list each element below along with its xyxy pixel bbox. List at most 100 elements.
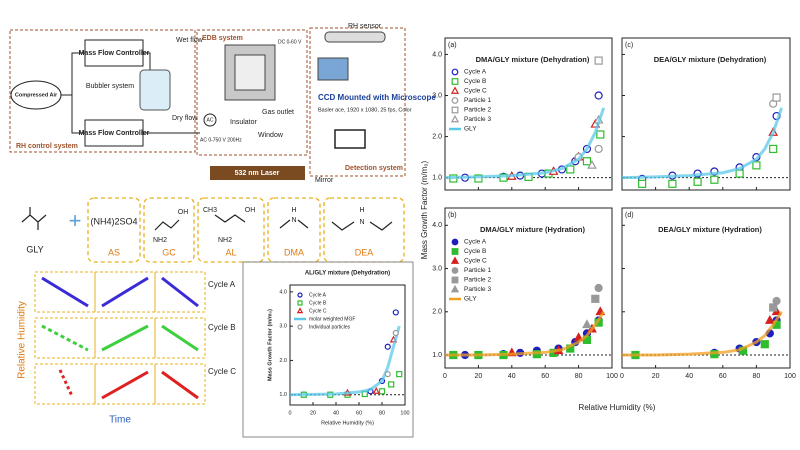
compound-box — [87, 197, 141, 263]
square-marker — [752, 161, 761, 170]
y-tick-label: 2.0 — [432, 133, 442, 140]
rh-control-box — [9, 29, 196, 153]
y-tick-label: 1.0 — [279, 392, 287, 398]
square-marker — [591, 294, 600, 303]
circle-marker — [594, 144, 603, 154]
band-line — [445, 310, 605, 357]
cycle-b-arrows — [101, 324, 199, 352]
label: GC — [162, 247, 176, 257]
rh-sensor — [324, 31, 386, 43]
label: AL — [225, 247, 236, 257]
circle-marker — [451, 68, 459, 76]
square-marker — [693, 177, 702, 186]
square-marker — [451, 248, 459, 255]
apparatus: Compressed Air Mass Flow Controller Mass… — [9, 23, 436, 184]
cycle-a-arrows — [41, 276, 199, 308]
panel-title: DEA/GLY mixture (Hydration) — [658, 225, 762, 234]
circle-marker — [594, 91, 603, 100]
y-tick-label: 3.0 — [279, 324, 287, 330]
x-tick-label: 40 — [685, 373, 693, 380]
label: Mirror — [315, 177, 334, 184]
y-tick-label: 4.0 — [432, 51, 442, 58]
legend-label: Cycle A — [464, 239, 487, 246]
legend-label: Cycle C — [464, 258, 487, 265]
triangle-marker — [296, 307, 304, 314]
x-tick-label: 80 — [575, 373, 583, 380]
legend-label: molar weighted MGF — [309, 316, 355, 322]
label: NH2 — [218, 237, 232, 244]
label: Window — [258, 132, 284, 139]
square-marker — [594, 56, 603, 65]
x-tick-label: 0 — [443, 373, 447, 380]
axis-label: Time — [109, 415, 131, 426]
circle-marker — [451, 267, 459, 274]
circle-marker — [384, 371, 391, 378]
legend-label: Particle 1 — [464, 267, 491, 274]
x-tick-label: 80 — [753, 373, 761, 380]
cycle-label: Cycle A — [208, 280, 236, 289]
triangle-marker — [372, 387, 381, 394]
x-tick-label: 60 — [719, 373, 727, 380]
triangle-marker — [764, 314, 775, 324]
x-tick-label: 40 — [333, 410, 339, 416]
legend-label: Cycle B — [309, 300, 327, 306]
legend-label: Particle 3 — [464, 116, 491, 123]
panel-label: (a) — [448, 42, 457, 49]
label: Dry flow — [172, 115, 198, 122]
y-axis-label: Mass Growth Factor (m/m₀) — [267, 309, 273, 381]
label: Basler ace, 1920 x 1080, 25 fps, Color — [318, 107, 412, 113]
x-tick-label: 40 — [508, 373, 516, 380]
label: Bubbler system — [86, 83, 134, 90]
label: RH control system — [16, 143, 78, 150]
label: Gas outlet — [262, 109, 294, 116]
band-line — [289, 325, 401, 397]
x-tick-label: 100 — [784, 373, 796, 380]
legend-label: Individual particles — [309, 324, 351, 330]
cycle-b-arrows — [41, 324, 89, 352]
band-line — [621, 107, 784, 180]
label: GLY — [26, 244, 43, 254]
y-axis-label: Mass Growth Factor (m/m₀) — [420, 160, 429, 259]
legend-label: Cycle B — [464, 248, 486, 255]
square-marker — [388, 381, 395, 388]
label: 532 nm Laser — [235, 170, 280, 177]
inset-frame — [242, 261, 414, 438]
square-marker — [772, 93, 781, 102]
y-tick-label: 4.0 — [432, 222, 442, 229]
square-marker — [769, 303, 778, 312]
legend-label: Cycle C — [309, 308, 327, 314]
square-marker — [499, 173, 508, 182]
label: H — [359, 207, 364, 214]
cycle-cell — [154, 271, 206, 313]
label: Detection system — [345, 165, 403, 172]
label: OH — [178, 209, 189, 216]
cycle-cell — [34, 317, 96, 359]
panel-label: (d) — [625, 212, 634, 219]
cycle-cell — [154, 317, 206, 359]
panel-label: (c) — [625, 42, 633, 49]
label: (NH4)2SO4 — [90, 216, 137, 226]
x-axis-label: Relative Humidity (%) — [321, 420, 374, 426]
y-tick-label: 1.0 — [432, 352, 442, 359]
label: AC 0-750 V 200Hz — [200, 137, 242, 143]
plot-frame — [621, 207, 791, 369]
gly-structure — [21, 207, 47, 230]
legend-label: Particle 2 — [464, 277, 491, 284]
triangle-marker — [582, 319, 592, 329]
label: Wet flow — [176, 37, 204, 44]
label: OH — [245, 207, 256, 214]
x-tick-label: 60 — [541, 373, 549, 380]
panel-title: DMA/GLY mixture (Dehydration) — [476, 55, 590, 64]
edb-box — [196, 29, 308, 156]
y-tick-label: 2.0 — [432, 309, 442, 316]
panel-title: AL/GLY mixture (Dehydration) — [305, 271, 390, 277]
edb-core — [234, 54, 266, 91]
panel-label: (b) — [448, 212, 457, 219]
dea-structure — [331, 221, 393, 231]
camera — [317, 57, 349, 81]
cycle-cell — [154, 363, 206, 405]
x-tick-label: 80 — [379, 410, 385, 416]
square-marker — [474, 174, 483, 183]
label: CH3 — [203, 207, 217, 214]
